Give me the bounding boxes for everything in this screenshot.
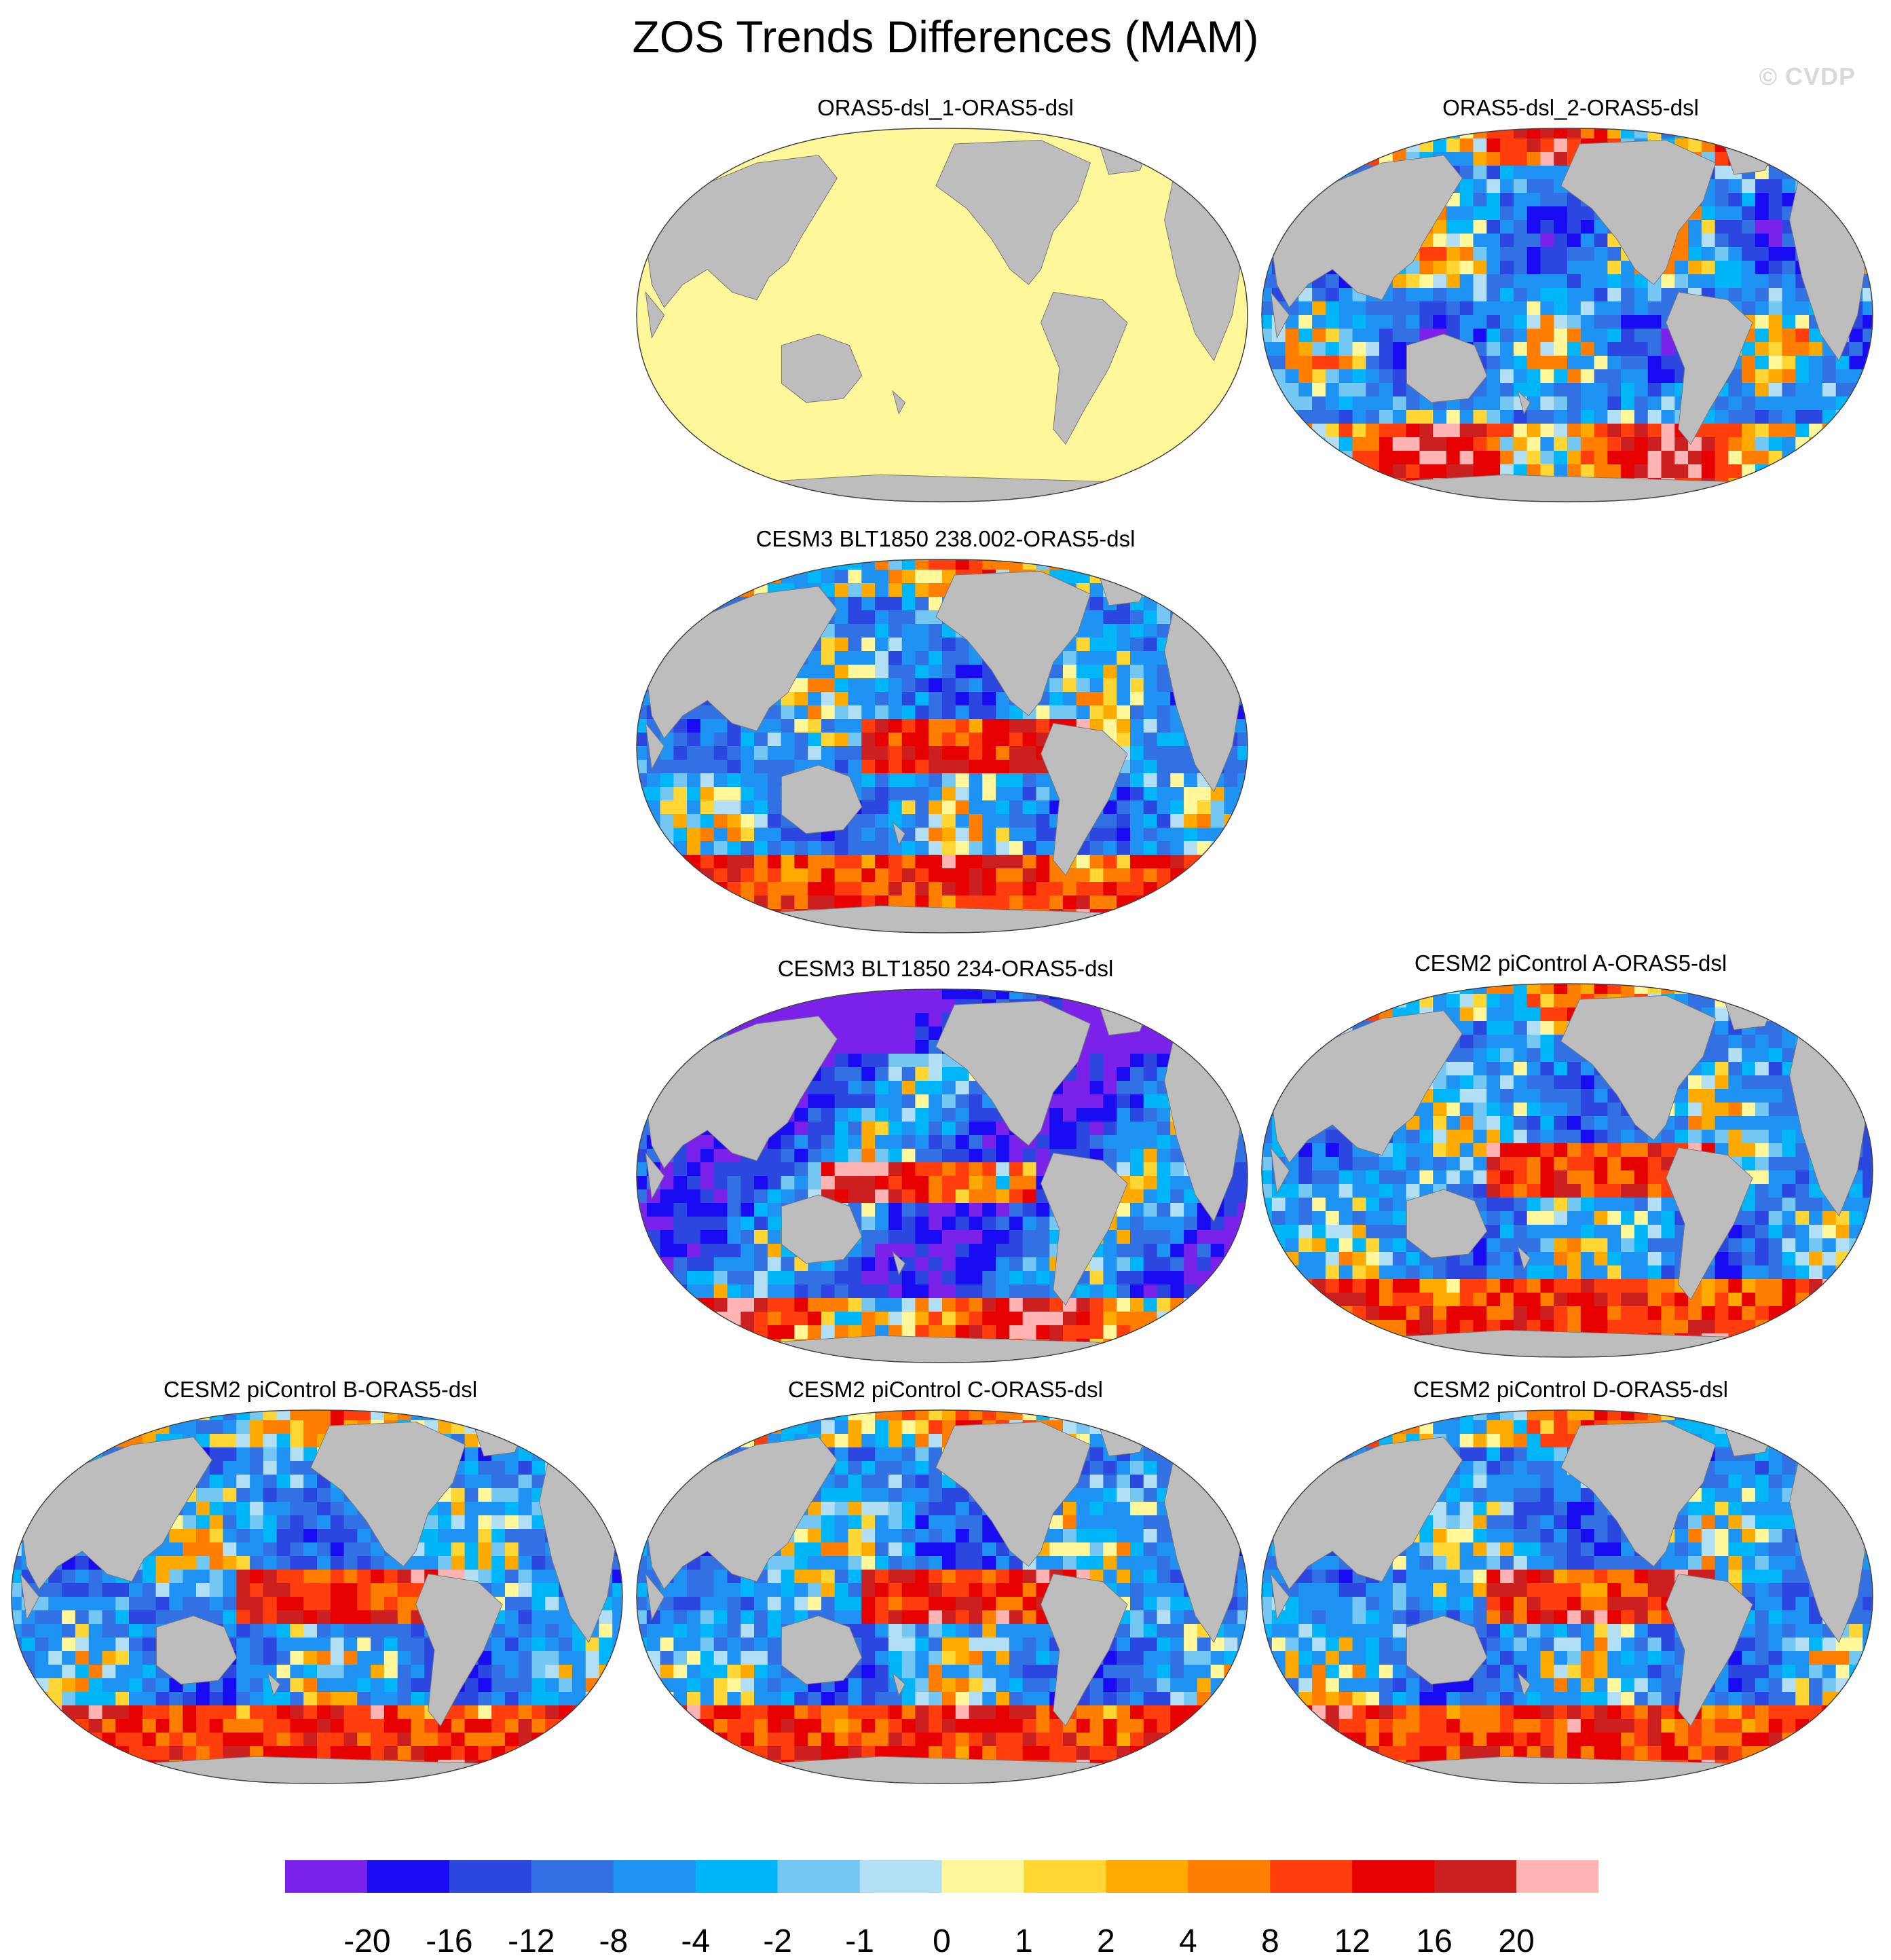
- colorbar-segment: [778, 1860, 860, 1893]
- colorbar-segment: [1516, 1860, 1598, 1893]
- panel-title: CESM3 BLT1850 234-ORAS5-dsl: [633, 956, 1258, 982]
- ocean-field: [633, 986, 1251, 1366]
- panel-title: CESM2 piControl A-ORAS5-dsl: [1258, 950, 1883, 976]
- colorbar-tick-label: 0: [933, 1923, 951, 1960]
- colorbar-tick-label: -4: [681, 1923, 710, 1960]
- colorbar-tick-label: 2: [1097, 1923, 1115, 1960]
- map-p6: [8, 1407, 626, 1787]
- map-p2: [1258, 125, 1876, 505]
- colorbar-tick-label: 12: [1334, 1923, 1370, 1960]
- ocean-field: [8, 1407, 626, 1787]
- map-panel: CESM3 BLT1850 238.002-ORAS5-dsl: [633, 526, 1258, 940]
- map-p7: [633, 1407, 1251, 1787]
- map-panel: CESM2 piControl C-ORAS5-dsl: [633, 1377, 1258, 1791]
- map-panel: CESM3 BLT1850 234-ORAS5-dsl: [633, 956, 1258, 1370]
- colorbar-tick-label: -2: [763, 1923, 792, 1960]
- colorbar-tick-label: 4: [1179, 1923, 1197, 1960]
- colorbar-segment: [1352, 1860, 1434, 1893]
- ocean-field: [633, 1407, 1251, 1787]
- colorbar-segment: [1270, 1860, 1352, 1893]
- ocean-field: [633, 125, 1251, 505]
- colorbar-tick-label: -16: [426, 1923, 472, 1960]
- colorbar-segment: [1434, 1860, 1516, 1893]
- colorbar-segment: [285, 1860, 367, 1893]
- colorbar-segment: [531, 1860, 614, 1893]
- colorbar-tick-label: 20: [1498, 1923, 1534, 1960]
- panel-title: ORAS5-dsl_2-ORAS5-dsl: [1258, 95, 1883, 121]
- colorbar-segment: [614, 1860, 696, 1893]
- panel-title: ORAS5-dsl_1-ORAS5-dsl: [633, 95, 1258, 121]
- colorbar: [285, 1860, 1598, 1893]
- map-panel: CESM2 piControl A-ORAS5-dsl: [1258, 950, 1883, 1365]
- colorbar-tick-label: 16: [1416, 1923, 1452, 1960]
- panel-title: CESM3 BLT1850 238.002-ORAS5-dsl: [633, 526, 1258, 552]
- colorbar-segment: [449, 1860, 531, 1893]
- colorbar-segment: [1188, 1860, 1270, 1893]
- figure-title: ZOS Trends Differences (MAM): [0, 11, 1891, 62]
- map-p3: [633, 556, 1251, 936]
- map-p4: [633, 986, 1251, 1366]
- map-p8: [1258, 1407, 1876, 1787]
- ocean-field: [1258, 980, 1876, 1361]
- map-p5: [1258, 980, 1876, 1361]
- panel-title: CESM2 piControl D-ORAS5-dsl: [1258, 1377, 1883, 1403]
- panel-title: CESM2 piControl B-ORAS5-dsl: [8, 1377, 633, 1403]
- ocean-field: [1258, 1407, 1876, 1787]
- colorbar-segment: [696, 1860, 778, 1893]
- ocean-field: [1258, 125, 1876, 505]
- panel-title: CESM2 piControl C-ORAS5-dsl: [633, 1377, 1258, 1403]
- map-panel: CESM2 piControl D-ORAS5-dsl: [1258, 1377, 1883, 1791]
- ocean-field: [633, 556, 1251, 936]
- colorbar-tick-label: -1: [845, 1923, 874, 1960]
- colorbar-tick-label: 8: [1261, 1923, 1279, 1960]
- colorbar-segment: [942, 1860, 1024, 1893]
- map-panel: ORAS5-dsl_1-ORAS5-dsl: [633, 95, 1258, 509]
- colorbar-tick-label: -12: [508, 1923, 555, 1960]
- colorbar-segment: [367, 1860, 449, 1893]
- map-panel: ORAS5-dsl_2-ORAS5-dsl: [1258, 95, 1883, 509]
- colorbar-segment: [860, 1860, 942, 1893]
- map-p1: [633, 125, 1251, 505]
- map-panel: CESM2 piControl B-ORAS5-dsl: [8, 1377, 633, 1791]
- colorbar-tick-label: -8: [599, 1923, 628, 1960]
- colorbar-segment: [1024, 1860, 1106, 1893]
- colorbar-tick-label: 1: [1015, 1923, 1033, 1960]
- cvdp-credit: © CVDP: [1759, 62, 1856, 91]
- colorbar-segment: [1106, 1860, 1188, 1893]
- colorbar-tick-label: -20: [343, 1923, 390, 1960]
